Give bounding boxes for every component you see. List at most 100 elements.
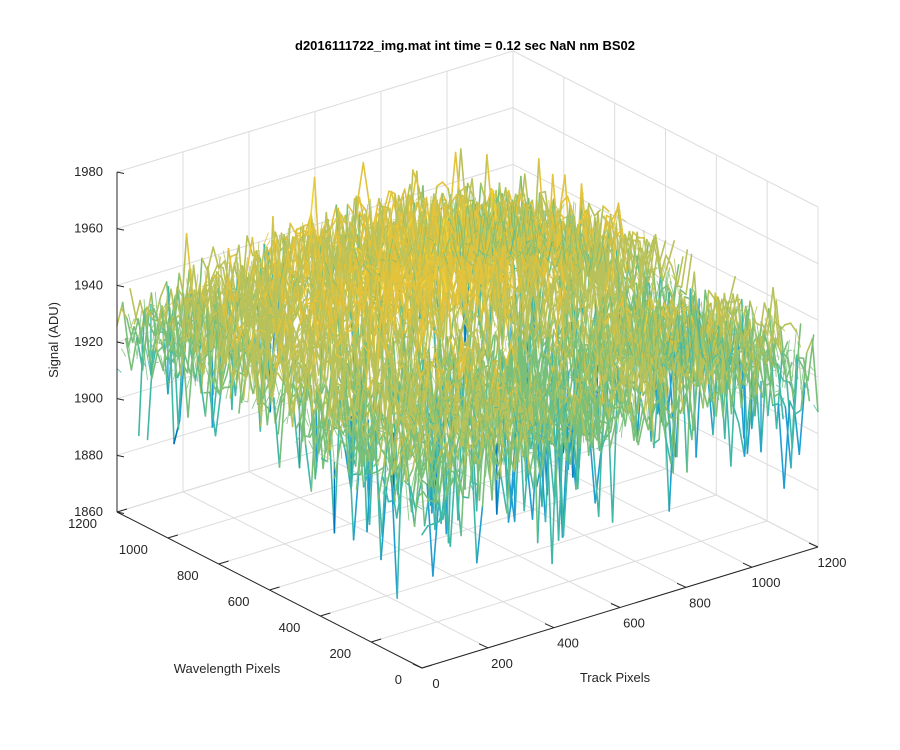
surface-segment xyxy=(355,280,364,342)
surface-segment xyxy=(707,289,716,300)
surface-segment xyxy=(467,444,476,499)
surface-segment xyxy=(737,353,745,374)
surface-segment xyxy=(319,398,327,454)
surface-segment xyxy=(784,406,792,469)
surface-segment xyxy=(451,435,459,461)
surface-segment xyxy=(246,235,254,257)
surface-segment xyxy=(685,253,693,296)
surface-segment xyxy=(377,466,385,473)
side-wall-grid-line xyxy=(512,50,819,208)
surface-segment xyxy=(237,321,245,340)
surface-segment xyxy=(362,161,370,203)
surface-segment xyxy=(329,389,338,451)
surface-segment xyxy=(479,182,488,206)
surface-segment xyxy=(346,364,354,421)
surface-segment xyxy=(164,338,172,347)
surface-segment xyxy=(614,399,623,424)
surface-segment xyxy=(751,359,760,399)
surface-segment xyxy=(508,476,516,523)
surface-segment xyxy=(290,387,298,419)
surface-segment xyxy=(511,390,519,394)
surface-segment xyxy=(264,364,272,397)
surface-segment xyxy=(474,312,482,322)
surface-segment xyxy=(448,335,456,359)
surface-segment xyxy=(624,307,633,331)
surface-segment xyxy=(425,443,433,465)
surface-segment xyxy=(774,320,782,328)
surface-segment xyxy=(585,260,594,310)
surface-segment xyxy=(433,454,442,503)
surface-segment xyxy=(538,256,547,276)
surface-segment xyxy=(386,304,394,347)
surface-segment xyxy=(728,275,737,301)
surface-segment xyxy=(289,222,297,235)
surface-segment xyxy=(665,254,673,267)
surface-segment xyxy=(498,371,506,443)
surface-segment xyxy=(511,431,520,462)
surface-segment xyxy=(585,379,593,398)
surface-segment xyxy=(234,297,242,352)
surface-segment xyxy=(185,324,194,343)
surface-segment xyxy=(581,210,590,268)
surface-segment xyxy=(180,233,188,319)
surface-segment xyxy=(291,323,300,341)
surface-segment xyxy=(470,328,478,335)
surface-segment xyxy=(549,416,557,444)
surface-segment xyxy=(390,475,399,599)
surface-segment xyxy=(531,220,539,238)
surface-segment xyxy=(472,446,480,464)
surface-segment xyxy=(579,324,587,395)
surface-segment xyxy=(558,174,566,216)
surface-segment xyxy=(236,324,244,338)
surface-segment xyxy=(307,409,316,437)
surface-segment xyxy=(463,203,471,207)
surface-segment xyxy=(700,382,709,408)
floor-grid-line xyxy=(269,468,666,591)
surface-segment xyxy=(523,432,531,512)
side-wall-grid-line xyxy=(512,107,819,265)
surface-segment xyxy=(279,313,287,364)
surface-segment xyxy=(457,463,466,497)
surface-segment xyxy=(627,392,635,442)
surface-segment xyxy=(391,293,400,307)
surface-segment xyxy=(597,384,606,518)
surface-segment xyxy=(500,476,508,514)
surface-segment xyxy=(454,268,462,305)
surface-segment xyxy=(592,442,600,518)
surface-segment xyxy=(214,389,222,437)
surface-segment xyxy=(494,252,503,266)
surface-segment xyxy=(306,223,315,260)
surface-segment xyxy=(712,301,720,375)
surface-segment xyxy=(456,472,464,498)
surface-segment xyxy=(383,398,391,466)
surface-segment xyxy=(303,296,311,307)
surface-segment xyxy=(151,351,159,380)
surface-segment xyxy=(660,382,668,428)
surface-segment xyxy=(321,218,329,231)
surface-segment xyxy=(412,446,420,455)
surface-segment xyxy=(139,299,147,326)
surface-segment xyxy=(716,363,724,418)
surface-segment xyxy=(435,192,443,217)
surface-segment xyxy=(126,317,134,344)
surface-segment xyxy=(565,295,573,324)
surface-segment xyxy=(310,301,318,338)
surface-segment xyxy=(581,371,589,382)
surface-segment xyxy=(676,256,684,288)
surface-segment xyxy=(481,245,490,355)
surface-segment xyxy=(387,343,395,505)
surface-segment xyxy=(504,389,512,464)
surface-segment xyxy=(238,350,246,414)
surface-segment xyxy=(680,249,689,288)
surface-segment xyxy=(452,306,461,350)
surface-segment xyxy=(312,418,320,454)
surface-segment xyxy=(531,199,539,240)
surface-segment xyxy=(388,194,396,225)
surface-segment xyxy=(775,299,783,359)
surface-segment xyxy=(335,389,343,423)
surface-segment xyxy=(450,282,459,309)
surface-segment xyxy=(339,371,347,401)
surface-segment xyxy=(432,380,440,420)
